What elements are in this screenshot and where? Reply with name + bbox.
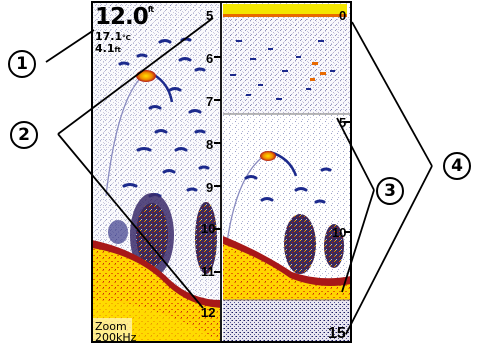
left-depth-scale — [214, 2, 222, 342]
right-upper-view — [223, 17, 351, 115]
left-sonar-panel — [92, 2, 221, 342]
right-scale-label-5: 5 — [339, 115, 347, 130]
callout-3: 3 — [376, 177, 404, 205]
display-frame — [91, 1, 352, 343]
speed-readout: 4.1ft — [95, 43, 121, 54]
scale-label-8: 8 — [206, 137, 214, 152]
scale-label-5: 5 — [206, 8, 214, 23]
temperature-value: 17.1 — [95, 30, 123, 43]
scale-label-9: 9 — [206, 180, 214, 195]
speed-value: 4.1 — [95, 42, 115, 55]
zoom-mode-label: Zoom — [95, 320, 127, 333]
right-sonar-panel — [223, 2, 351, 342]
callout-leader-lines — [45, 17, 433, 335]
temperature-readout: 17.1°C — [95, 31, 131, 42]
depth-unit: ft — [147, 5, 154, 14]
depth-value: 12.0 — [95, 4, 149, 30]
right-scale-label-15: 15 — [328, 325, 346, 342]
callout-4: 4 — [443, 152, 471, 180]
scale-label-12: 12 — [201, 305, 216, 320]
callout-2: 2 — [10, 121, 38, 149]
right-scale-label-10: 10 — [332, 225, 347, 240]
callout-1: 1 — [8, 50, 36, 78]
temperature-unit: °C — [122, 34, 131, 42]
scale-label-7: 7 — [206, 94, 214, 109]
scale-label-11: 11 — [201, 264, 215, 279]
scale-label-6: 6 — [206, 51, 214, 66]
scale-label-10: 10 — [201, 221, 216, 236]
right-zoom-view — [223, 150, 351, 342]
depth-readout: 12.0ft — [95, 4, 154, 30]
frequency-label: 200kHz — [95, 331, 137, 344]
speed-unit: ft — [114, 46, 121, 54]
right-scale-label-0: 0 — [339, 8, 347, 23]
